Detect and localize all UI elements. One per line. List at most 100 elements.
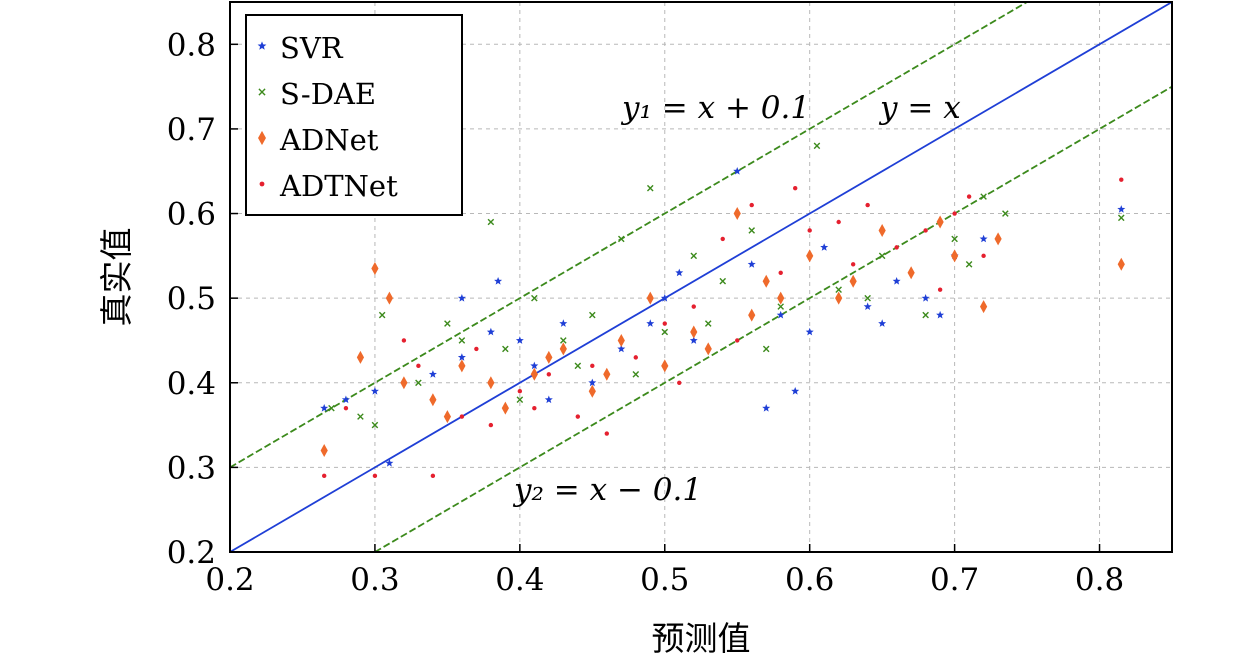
data-point — [762, 345, 770, 353]
data-point — [494, 277, 503, 285]
legend-box — [245, 14, 463, 216]
data-point — [980, 193, 987, 200]
data-point — [320, 404, 329, 412]
data-point — [646, 291, 654, 305]
data-point — [459, 414, 465, 419]
data-point — [502, 345, 509, 353]
data-point — [487, 218, 495, 226]
data-point — [378, 311, 386, 319]
axis-ticks: 0.2 0.3 0.4 0.5 0.6 0.7 0.8 0.2 0.3 0.4 0.5 0.6 0.7 0… — [167, 27, 1125, 598]
data-point — [675, 268, 684, 277]
data-point — [921, 294, 930, 302]
legend-marker-svr — [257, 41, 267, 50]
data-point — [878, 319, 887, 327]
data-point — [371, 262, 379, 276]
data-point — [980, 300, 988, 314]
data-point — [474, 346, 479, 352]
data-point — [444, 320, 451, 327]
data-point — [661, 328, 669, 336]
data-point — [835, 286, 842, 293]
annotation-identity-line: y = x — [878, 90, 961, 126]
data-point — [878, 252, 886, 260]
data-point — [981, 253, 986, 259]
data-point — [603, 367, 611, 381]
data-point — [1002, 210, 1009, 217]
data-point — [530, 367, 538, 381]
data-point — [952, 211, 957, 216]
data-point — [704, 320, 712, 327]
data-point — [457, 353, 466, 361]
data-point — [517, 389, 523, 394]
data-point — [748, 227, 756, 234]
data-point — [617, 344, 626, 353]
series-svr — [320, 167, 1126, 467]
data-point — [617, 235, 625, 243]
x-tick-label: 0.6 — [785, 562, 834, 598]
data-point — [443, 410, 451, 424]
data-point — [922, 311, 929, 319]
data-point — [777, 291, 785, 305]
data-point — [574, 362, 582, 370]
plot-frame — [229, 1, 1173, 553]
data-point — [328, 404, 335, 412]
data-point — [951, 249, 959, 263]
data-point — [735, 338, 740, 343]
y-tick-label: 0.5 — [167, 281, 216, 317]
data-point — [530, 361, 539, 370]
reference-line-2 — [374, 85, 1173, 553]
x-tick-label: 0.2 — [205, 562, 254, 598]
data-point — [937, 287, 943, 292]
data-point — [820, 243, 829, 251]
data-point — [322, 473, 327, 479]
data-point — [807, 228, 812, 233]
data-point — [560, 337, 567, 344]
data-point — [428, 370, 437, 378]
data-point — [791, 387, 800, 395]
data-point — [778, 270, 783, 275]
data-point — [372, 473, 378, 479]
reference-lines — [229, 1, 1173, 553]
data-point — [805, 327, 814, 336]
y-axis-title: 真实值 — [97, 228, 136, 327]
data-point — [320, 443, 328, 457]
reference-line-0 — [229, 1, 1173, 553]
series-adtnet — [322, 177, 1124, 479]
data-point — [690, 325, 698, 339]
data-point — [850, 262, 856, 267]
data-point — [632, 371, 640, 378]
data-point — [936, 215, 944, 229]
legend-label-svr: SVR — [280, 31, 344, 65]
data-point — [588, 378, 597, 387]
data-point — [356, 350, 365, 364]
y-tick-label: 0.6 — [167, 197, 216, 233]
data-point — [951, 235, 958, 243]
data-point — [590, 363, 595, 369]
data-point — [966, 194, 972, 199]
data-point — [1117, 257, 1125, 271]
data-point — [660, 294, 669, 302]
data-point — [486, 327, 495, 336]
legend-marker-s-dae — [258, 88, 266, 96]
data-point — [690, 252, 698, 260]
data-point — [617, 333, 625, 347]
data-point — [894, 245, 899, 250]
annotation-lower-line: y₂ = x − 0.1 — [512, 472, 702, 508]
data-point — [777, 303, 785, 310]
data-point — [965, 261, 973, 268]
data-point — [762, 404, 771, 412]
series-s-dae — [328, 142, 1125, 429]
data-point — [689, 336, 698, 344]
data-point — [370, 387, 379, 395]
data-point — [544, 395, 553, 404]
data-point — [704, 342, 712, 356]
data-point — [677, 380, 682, 385]
x-tick-label: 0.3 — [350, 562, 399, 598]
data-point — [430, 473, 436, 479]
data-point — [878, 223, 886, 237]
data-point — [863, 302, 872, 310]
data-point — [762, 274, 770, 288]
data-point — [864, 294, 871, 302]
data-point — [429, 393, 437, 407]
data-point — [776, 310, 785, 319]
